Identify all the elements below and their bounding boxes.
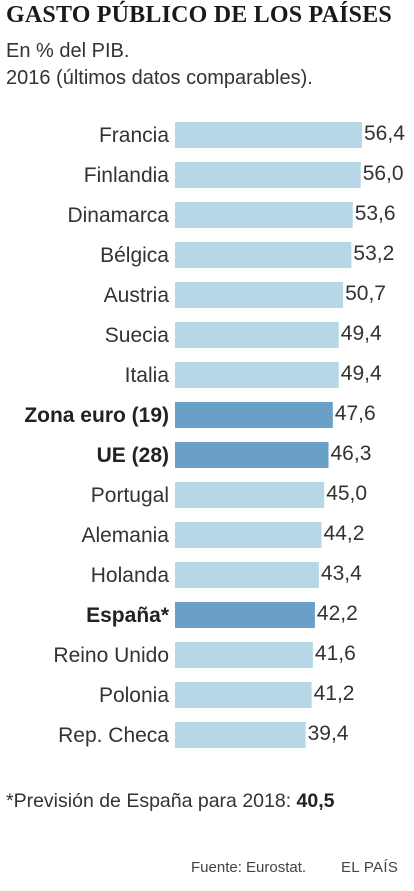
category-label: UE (28) (97, 444, 169, 467)
value-label: 50,7 (345, 282, 386, 305)
category-label: Reino Unido (53, 644, 169, 667)
category-label: Bélgica (100, 244, 169, 267)
value-label: 41,6 (315, 642, 356, 665)
bar-rep-checa (175, 722, 306, 748)
bar-italia (175, 362, 339, 388)
category-label: Portugal (91, 484, 169, 507)
bar-austria (175, 282, 344, 308)
value-label: 43,4 (321, 562, 362, 585)
value-label: 41,2 (314, 682, 355, 705)
bar-reino-unido (175, 642, 313, 668)
source-credit: Fuente: Eurostat. (191, 859, 307, 876)
bar-dinamarca (175, 202, 353, 228)
bar-finlandia (175, 162, 361, 188)
value-label: 45,0 (326, 482, 367, 505)
category-label: Polonia (99, 684, 169, 707)
category-label: Holanda (91, 564, 170, 587)
value-label: 39,4 (308, 722, 349, 745)
value-label: 53,6 (355, 202, 396, 225)
value-label: 56,4 (364, 122, 405, 145)
bar-portugal (175, 482, 325, 508)
category-label: Italia (125, 364, 170, 387)
bar-holanda (175, 562, 319, 588)
category-label: Suecia (105, 324, 170, 347)
value-label: 44,2 (324, 522, 365, 545)
bar-francia (175, 122, 362, 148)
value-label: 42,2 (317, 602, 358, 625)
value-label: 56,0 (363, 162, 404, 185)
chart-subtitle-period: 2016 (últimos datos comparables). (6, 67, 313, 89)
value-label: 53,2 (353, 242, 394, 265)
footnote-value: 40,5 (296, 790, 335, 812)
category-label: Rep. Checa (58, 724, 169, 747)
category-label: Austria (104, 284, 170, 307)
category-label: Finlandia (84, 164, 170, 187)
category-label: Dinamarca (67, 204, 169, 227)
bar-polonia (175, 682, 312, 708)
category-label: Zona euro (19) (24, 404, 169, 427)
bar-alemania (175, 522, 322, 548)
value-label: 47,6 (335, 402, 376, 425)
category-label: Francia (99, 124, 169, 147)
bar-españa (175, 602, 315, 628)
category-label: España* (86, 604, 170, 627)
footnote-text: *Previsión de España para 2018: (6, 790, 297, 812)
bar-ue-28 (175, 442, 329, 468)
value-label: 46,3 (331, 442, 372, 465)
value-label: 49,4 (341, 322, 382, 345)
chart-subtitle-unit: En % del PIB. (6, 40, 130, 62)
bar-suecia (175, 322, 339, 348)
category-label: Alemania (81, 524, 169, 547)
brand-credit: EL PAÍS (341, 859, 399, 876)
bar-zona-euro-19 (175, 402, 333, 428)
footnote: *Previsión de España para 2018: 40,5 (6, 790, 334, 813)
chart-title: GASTO PÚBLICO DE LOS PAÍSES (6, 2, 392, 28)
bar-chart: Francia 56,4 Finlandia 56,0 Dinamarca 53,6 Bél… (24, 122, 405, 748)
value-label: 49,4 (341, 362, 382, 385)
bar-bélgica (175, 242, 352, 268)
